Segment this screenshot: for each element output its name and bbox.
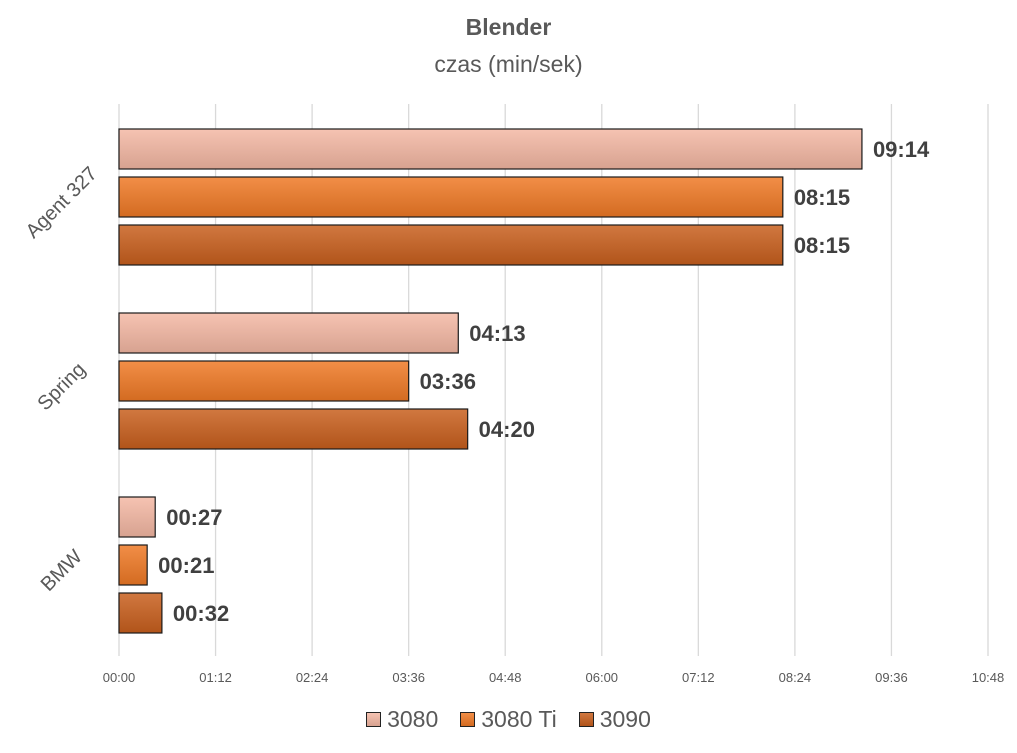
data-label: 03:36 — [420, 369, 476, 394]
bar — [118, 360, 410, 402]
x-tick-label: 04:48 — [489, 670, 522, 685]
bar — [118, 224, 784, 266]
x-tick-label: 02:24 — [296, 670, 329, 685]
legend: 3080 3080 Ti 3090 — [0, 706, 1017, 733]
data-label: 04:13 — [469, 321, 525, 346]
legend-label: 3080 Ti — [481, 706, 557, 732]
bar — [118, 544, 148, 586]
bar — [118, 176, 784, 218]
x-tick-label: 06:00 — [586, 670, 619, 685]
x-tick-label: 10:48 — [972, 670, 1005, 685]
x-tick-label: 00:00 — [103, 670, 136, 685]
chart-title: Blender — [465, 14, 552, 40]
legend-item: 3080 Ti — [460, 706, 557, 733]
x-tick-label: 09:36 — [875, 670, 908, 685]
bar — [118, 128, 863, 170]
data-label: 08:15 — [794, 185, 850, 210]
data-label: 04:20 — [479, 417, 535, 442]
legend-swatch — [460, 712, 476, 727]
bar — [118, 312, 459, 354]
category-label: BMW — [37, 546, 87, 596]
data-label: 00:32 — [173, 601, 229, 626]
data-label: 08:15 — [794, 233, 850, 258]
legend-label: 3090 — [599, 706, 651, 732]
category-label: Spring — [34, 359, 90, 415]
bar — [118, 408, 469, 450]
data-label: 00:27 — [166, 505, 222, 530]
legend-item: 3080 — [366, 706, 438, 733]
bar — [118, 592, 163, 634]
data-label: 09:14 — [873, 137, 930, 162]
legend-swatch — [578, 712, 594, 727]
data-label: 00:21 — [158, 553, 214, 578]
legend-item: 3090 — [578, 706, 651, 733]
x-tick-label: 03:36 — [392, 670, 425, 685]
x-tick-label: 07:12 — [682, 670, 715, 685]
category-label: Agent 327 — [22, 163, 102, 243]
bar — [118, 496, 156, 538]
x-tick-label: 08:24 — [779, 670, 812, 685]
legend-swatch — [366, 712, 382, 727]
chart-subtitle: czas (min/sek) — [434, 51, 583, 77]
x-tick-label: 01:12 — [199, 670, 232, 685]
legend-label: 3080 — [387, 706, 439, 732]
